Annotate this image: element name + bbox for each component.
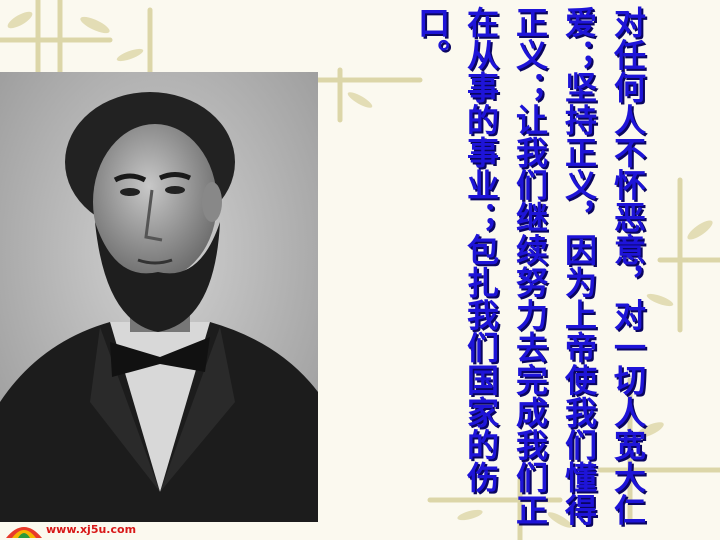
colored-fan-logo-icon xyxy=(6,527,42,538)
portrait-photo xyxy=(0,72,318,522)
portrait-photo-icon xyxy=(0,72,318,522)
quote-text: 对任何人不怀恶意，对一切人宽大仁爱；坚持正义，因为上帝使我们懂得正义；让我们继续… xyxy=(413,6,647,526)
site-url[interactable]: www.xj5u.com xyxy=(46,523,137,536)
footer: www.xj5u.com xyxy=(0,520,200,540)
